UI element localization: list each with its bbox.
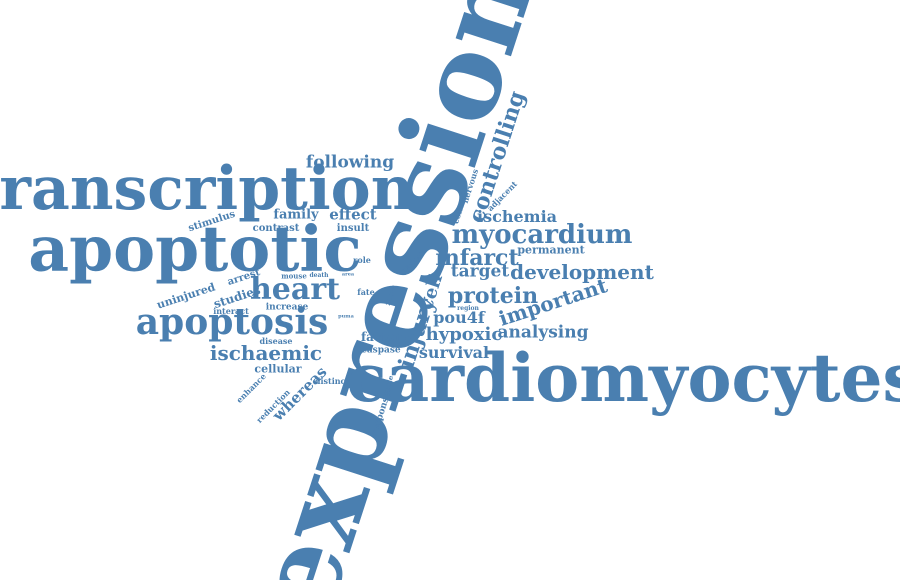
word-analysing: analysing [497, 322, 589, 343]
word-death: death [309, 272, 329, 279]
word-heart: heart [250, 272, 340, 307]
word-infarct: infarct [435, 245, 519, 271]
word-development: development [510, 260, 654, 284]
word-increase: increase [265, 302, 309, 313]
word-target: target [450, 261, 510, 282]
word-caspase: caspase [361, 345, 401, 356]
word-myocardium: myocardium [451, 220, 633, 250]
word-permanent: permanent [517, 243, 585, 257]
word-puma: puma [338, 313, 354, 320]
word-factor: factor [360, 330, 402, 344]
word-protein: protein [447, 283, 539, 309]
word-ischaemic: ischaemic [209, 341, 323, 365]
word-cardiomyocytes: cardiomyocytes [346, 339, 900, 417]
word-distinct: distinct [314, 376, 350, 386]
word-hypoxic: hypoxic [425, 324, 503, 345]
word-region: region [457, 305, 479, 312]
word-following: following [305, 152, 395, 173]
word-interact: interact [213, 306, 249, 316]
word-role: role [353, 255, 371, 265]
word-effect: effect [329, 205, 377, 224]
word-insult: insult [336, 223, 370, 234]
word-pou4f: pou4f [433, 308, 485, 327]
word-transcription: transcription [0, 154, 415, 224]
word-fate: fate [357, 287, 375, 297]
word-cellular: cellular [254, 362, 302, 376]
word-apoptotic: apoptotic [28, 211, 362, 286]
word-survival: survival [418, 343, 490, 362]
word-mouse: mouse [281, 271, 307, 281]
word-family: family [273, 207, 319, 223]
word-apoptosis: apoptosis [135, 301, 329, 343]
word-disease: disease [259, 336, 293, 346]
word-ischemia: ischemia [476, 207, 558, 226]
word-contrast: contrast [252, 223, 300, 234]
word-area: area [341, 271, 355, 278]
word-enhance: enhance [234, 371, 268, 405]
